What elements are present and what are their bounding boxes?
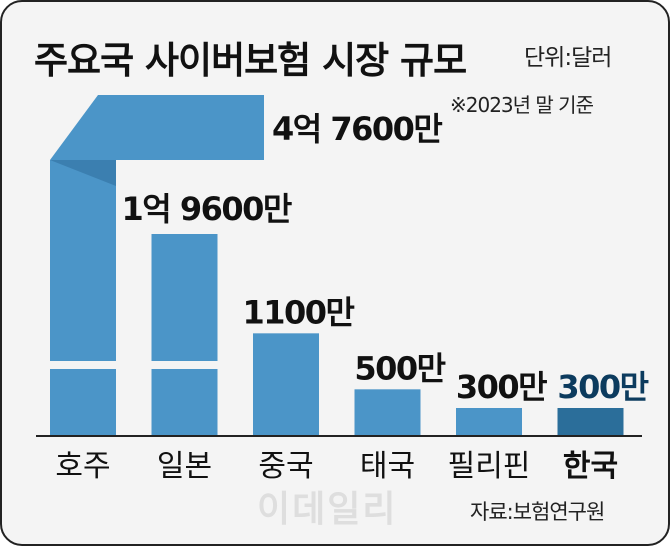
value-label-6: 300만 bbox=[557, 368, 648, 406]
value-label-2: 1억 9600만 bbox=[122, 190, 292, 228]
source-label: 자료:보험연구원 bbox=[470, 500, 605, 524]
value-label-1: 4억 7600만 bbox=[272, 110, 442, 148]
bar-5 bbox=[456, 408, 522, 436]
bars-group bbox=[50, 95, 624, 436]
category-label-1: 호주 bbox=[55, 449, 110, 484]
bar-6 bbox=[557, 408, 624, 436]
bar-1 bbox=[50, 95, 264, 436]
category-label-6: 한국 bbox=[563, 449, 618, 484]
value-label-5: 300만 bbox=[456, 368, 547, 406]
date-note: ※2023년 말 기준 bbox=[450, 93, 594, 117]
bar-4 bbox=[354, 389, 421, 436]
bar-2 bbox=[151, 234, 218, 436]
chart-title: 주요국 사이버보험 시장 규모 bbox=[34, 39, 467, 82]
value-label-4: 500만 bbox=[354, 349, 445, 387]
bar-3 bbox=[253, 333, 319, 436]
category-label-5: 필리핀 bbox=[448, 449, 531, 484]
category-label-4: 태국 bbox=[360, 449, 415, 484]
unit-label: 단위:달러 bbox=[524, 45, 612, 71]
watermark: 이데일리 bbox=[257, 489, 398, 530]
value-label-3: 1100만 bbox=[242, 293, 354, 331]
category-label-3: 중국 bbox=[258, 449, 313, 484]
category-label-2: 일본 bbox=[157, 449, 212, 484]
